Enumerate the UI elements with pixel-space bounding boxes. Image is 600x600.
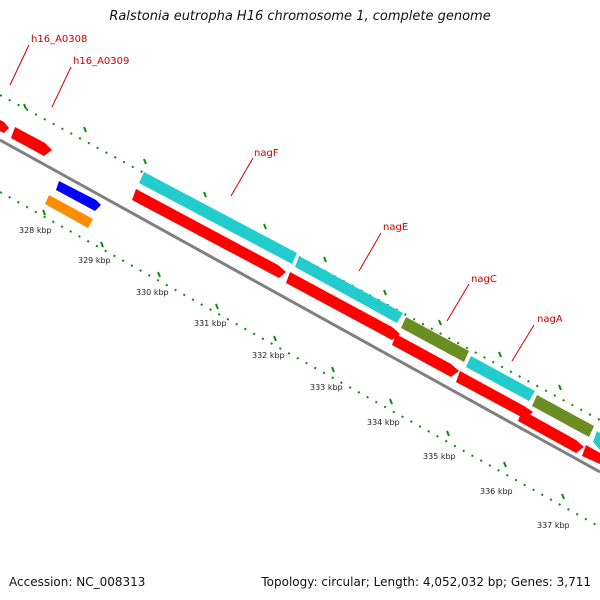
- orf-bar-nagE[interactable]: [295, 256, 403, 323]
- tick-label: 333 kbp: [310, 383, 343, 392]
- accession-text: Accession: NC_008313: [9, 575, 146, 589]
- orf-bar-nagF[interactable]: [139, 172, 297, 264]
- cds-arrow-nagF[interactable]: [132, 189, 286, 278]
- orf-features[interactable]: [139, 172, 600, 450]
- gene-label-nagE[interactable]: nagE: [383, 222, 408, 233]
- tick-label: 329 kbp: [78, 256, 111, 265]
- tick-label: 336 kbp: [480, 487, 513, 496]
- tick-label: 328 kbp: [19, 226, 52, 235]
- blue-feature[interactable]: [56, 181, 101, 211]
- gene-label-nagF[interactable]: nagF: [254, 148, 279, 159]
- orf-bar-nagA[interactable]: [466, 356, 535, 401]
- gene-label-h16-a0309[interactable]: h16_A0309: [73, 56, 129, 67]
- inner-major-ticks: [42, 209, 565, 500]
- tick-label: 331 kbp: [194, 319, 227, 328]
- tick-label: 332 kbp: [252, 351, 285, 360]
- gene-label-h16-a0308[interactable]: h16_A0308: [31, 34, 87, 45]
- outer-major-ticks: [23, 103, 562, 391]
- cds-arrow-h16-a0309[interactable]: [11, 127, 52, 156]
- topology-text: Topology: circular; Length: 4,052,032 bp…: [261, 575, 591, 589]
- cds-arrow-nagC[interactable]: [392, 334, 459, 377]
- cds-arrow-nagE[interactable]: [286, 272, 400, 340]
- inner-tick-track: [0, 191, 600, 528]
- cds-features[interactable]: [0, 120, 600, 464]
- gene-callouts: [9, 44, 535, 362]
- tick-labels: 328 kbp 329 kbp 330 kbp 331 kbp 332 kbp …: [19, 226, 570, 530]
- gene-label-nagC[interactable]: nagC: [471, 274, 497, 285]
- gene-label-nagA[interactable]: nagA: [537, 314, 563, 325]
- tick-label: 337 kbp: [537, 521, 570, 530]
- cds-arrow-h16-a0308[interactable]: [0, 120, 9, 133]
- cds-arrow-edge[interactable]: [582, 445, 600, 464]
- tick-label: 335 kbp: [423, 452, 456, 461]
- cds-arrow-nagA[interactable]: [456, 371, 533, 419]
- orange-feature[interactable]: [45, 195, 93, 228]
- orf-bar-nagC[interactable]: [401, 317, 469, 362]
- cds-arrow-next[interactable]: [518, 410, 584, 453]
- map-title: Ralstonia eutropha H16 chromosome 1, com…: [109, 9, 491, 24]
- orf-bar-olive[interactable]: [532, 395, 594, 437]
- tick-label: 330 kbp: [136, 288, 169, 297]
- orf-bar-edge[interactable]: [593, 431, 600, 450]
- tick-label: 334 kbp: [367, 418, 400, 427]
- backbone-line: [0, 138, 600, 474]
